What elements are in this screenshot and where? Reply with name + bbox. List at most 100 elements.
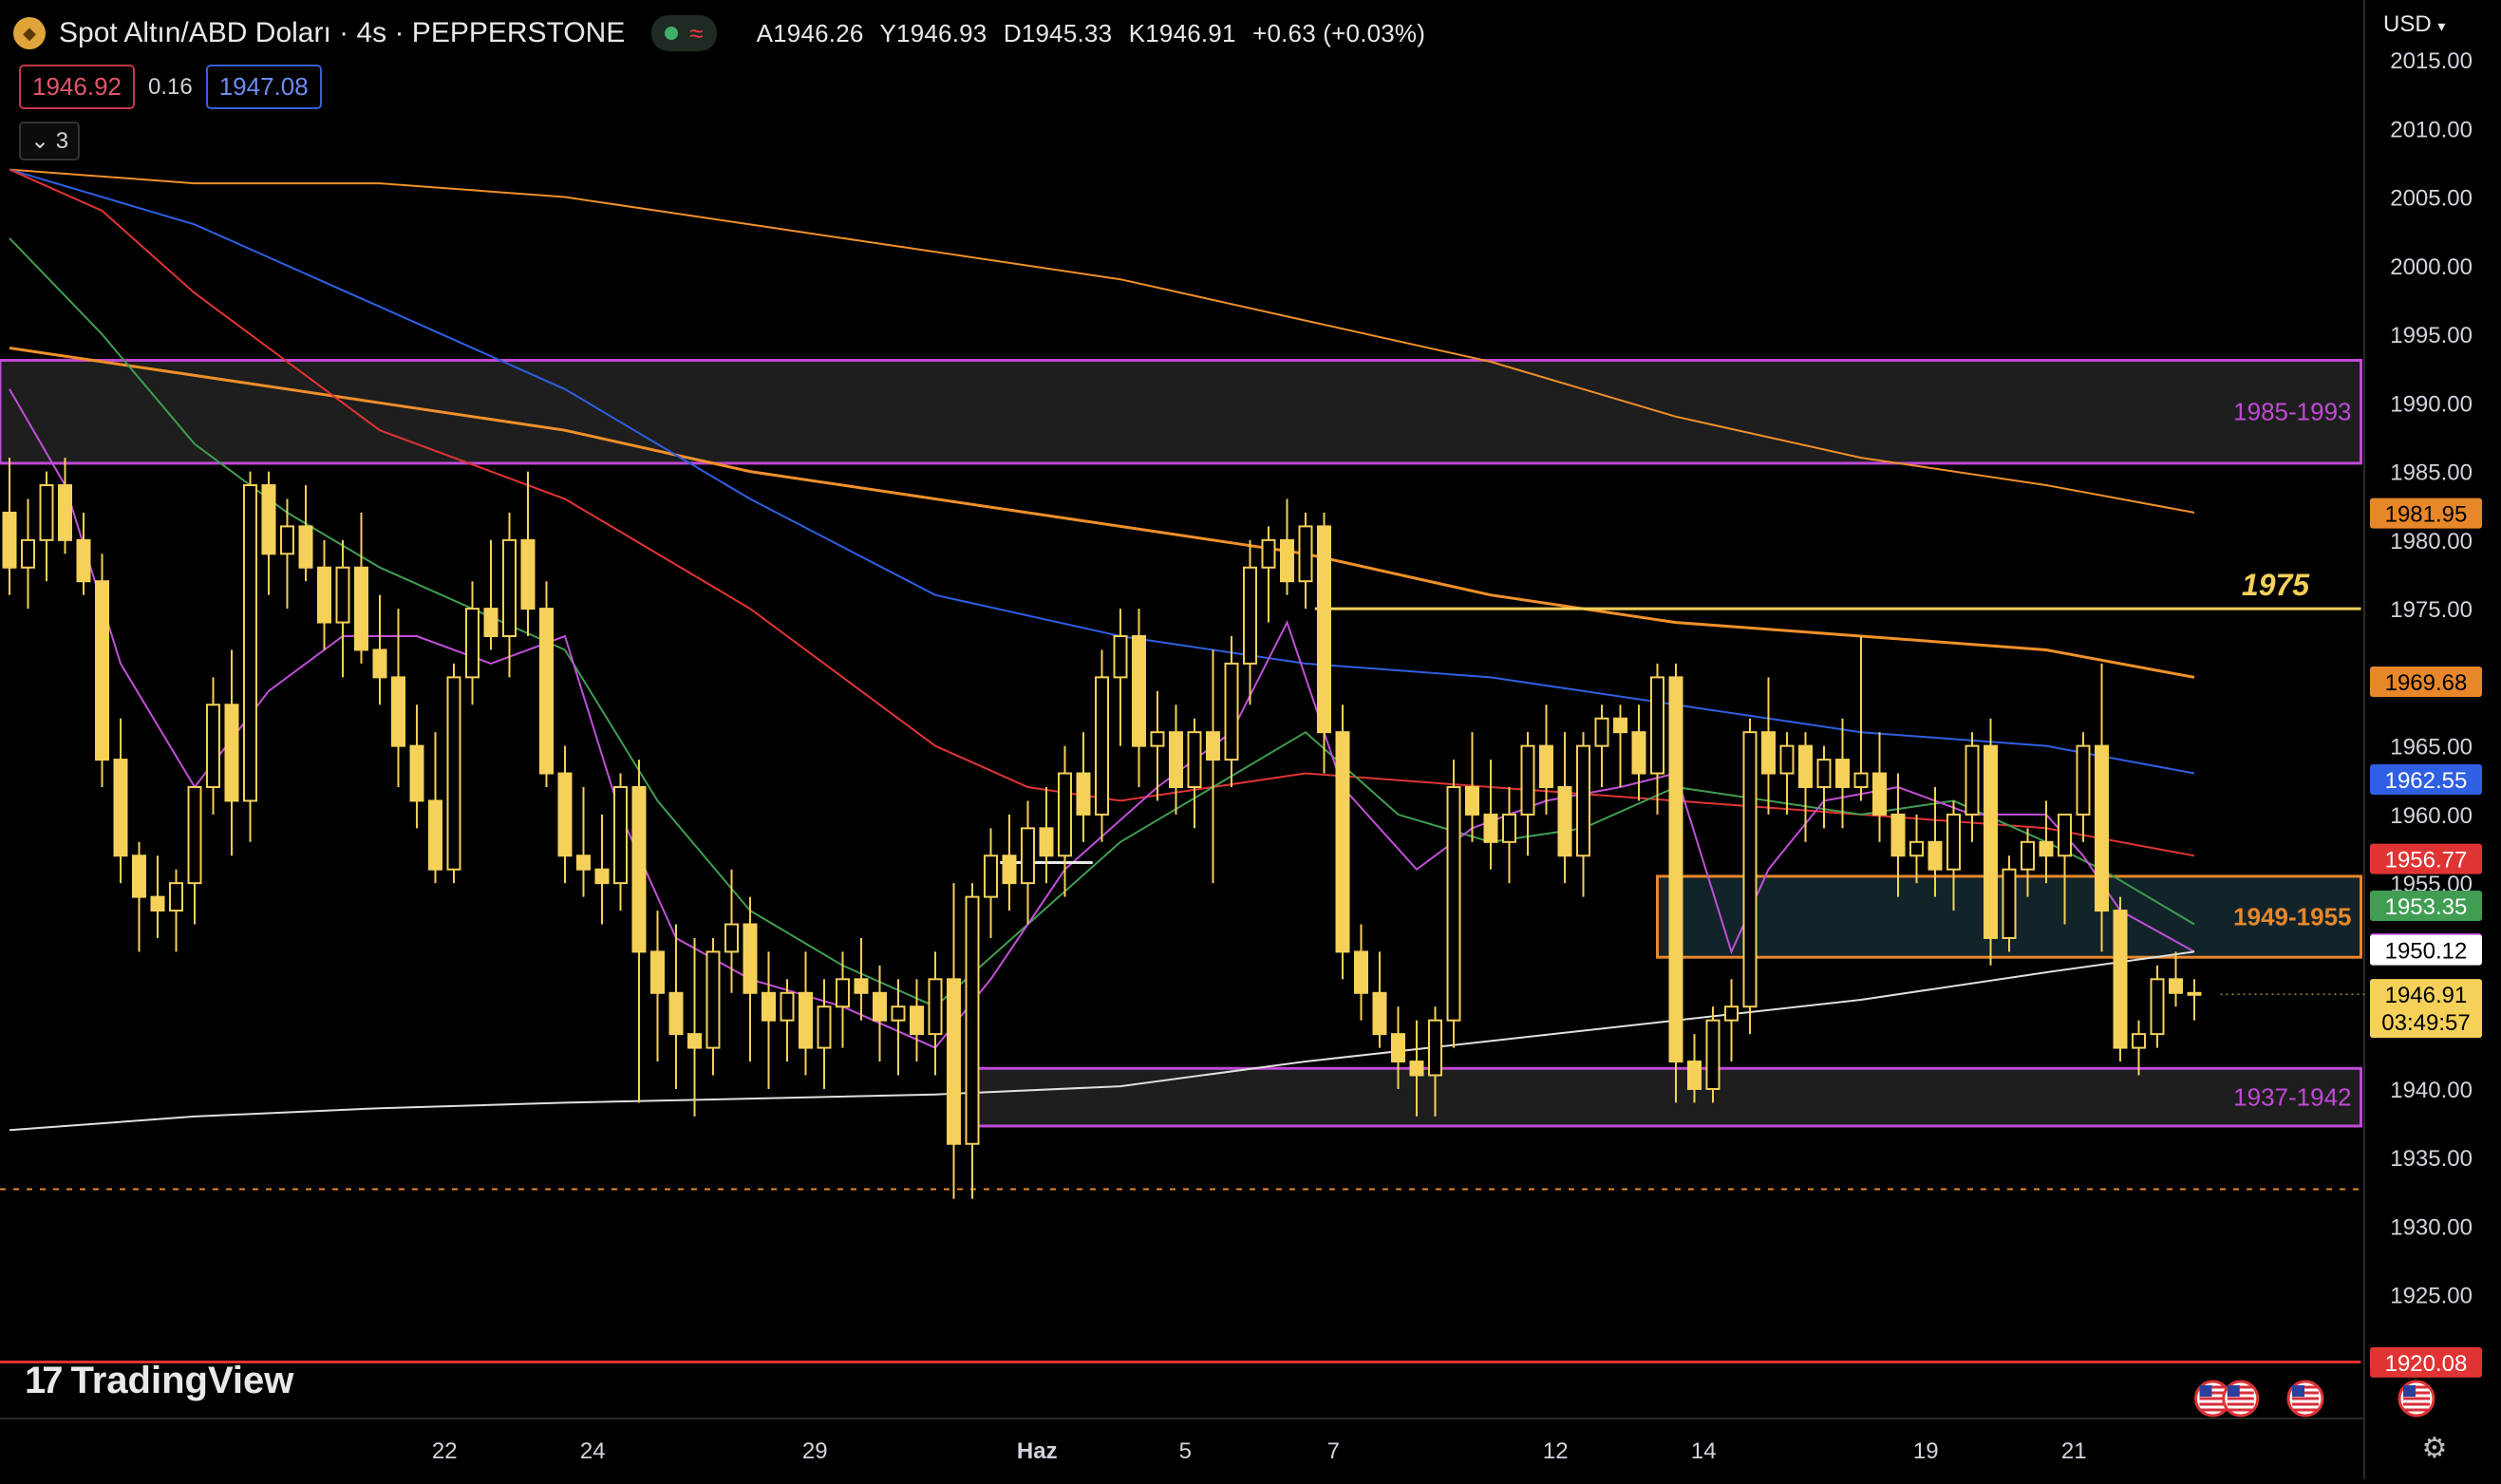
candle[interactable] [1428,1019,1442,1077]
candle[interactable] [298,525,313,569]
candle[interactable] [1502,813,1516,843]
candle[interactable] [1779,744,1795,775]
candle[interactable] [613,785,628,885]
candle[interactable] [1520,744,1535,816]
candle[interactable] [95,580,109,761]
candle[interactable] [354,566,368,651]
candle[interactable] [631,785,647,953]
candle[interactable] [780,991,795,1022]
buy-button[interactable]: 1947.08 [205,65,322,109]
candle[interactable] [58,484,72,541]
candle[interactable] [1206,731,1220,761]
us-flag-event-icon[interactable] [2398,1380,2435,1418]
price-axis[interactable] [2364,0,2501,1479]
candle[interactable] [391,676,405,747]
candle[interactable] [891,1005,906,1022]
candle[interactable] [1298,525,1313,583]
candle[interactable] [150,895,165,912]
status-pill[interactable]: ≈ [651,15,717,51]
candle[interactable] [1335,731,1350,953]
candle[interactable] [2150,978,2165,1036]
candle[interactable] [1150,731,1165,747]
candle[interactable] [372,648,387,679]
candle[interactable] [1853,772,1869,788]
candle[interactable] [1872,772,1887,816]
candle[interactable] [132,855,146,898]
candle[interactable] [650,950,665,994]
candle[interactable] [1705,1019,1721,1090]
candle[interactable] [1946,813,1961,871]
candle[interactable] [836,978,850,1008]
candle[interactable] [224,704,239,802]
candle[interactable] [428,799,442,871]
candle[interactable] [854,978,869,994]
candle[interactable] [483,608,498,638]
candle[interactable] [1687,1061,1702,1090]
candle[interactable] [21,538,35,569]
candle[interactable] [705,950,721,1049]
candle[interactable] [2039,840,2054,857]
candle[interactable] [1372,991,1387,1036]
candle[interactable] [1594,717,1609,747]
candle[interactable] [1113,635,1128,679]
candle[interactable] [1280,538,1294,583]
candle[interactable] [113,759,128,857]
candle[interactable] [687,1033,702,1049]
candle[interactable] [1483,813,1498,843]
candle[interactable] [465,608,480,679]
candle[interactable] [169,882,183,912]
candle[interactable] [799,991,813,1049]
candle[interactable] [317,566,331,624]
candle[interactable] [928,978,943,1036]
candle[interactable] [724,923,739,953]
candle[interactable] [1243,566,1257,665]
candle[interactable] [1317,525,1331,734]
candle[interactable] [965,895,980,1145]
candle[interactable] [1261,538,1276,569]
chart-settings-icon[interactable]: ⚙ [2421,1433,2448,1464]
candle[interactable] [1613,717,1627,734]
candle[interactable] [1539,744,1553,788]
candle[interactable] [261,484,276,555]
candle[interactable] [557,772,573,857]
candle[interactable] [1761,731,1776,775]
candle[interactable] [76,538,91,583]
symbol-title[interactable]: Spot Altın/ABD Doları · 4s · PEPPERSTONE [59,17,626,48]
zone-box[interactable] [970,1066,2362,1128]
candle[interactable] [947,978,961,1145]
candle[interactable] [1557,785,1572,857]
candle[interactable] [2095,744,2109,912]
candle[interactable] [1187,731,1202,788]
candle[interactable] [594,868,610,885]
candle[interactable] [1798,744,1813,788]
candle[interactable] [1132,635,1146,747]
candle[interactable] [1039,827,1054,857]
candle[interactable] [446,676,461,871]
candle[interactable] [1002,855,1017,885]
candle[interactable] [1927,840,1943,871]
candle[interactable] [910,1005,924,1036]
candle[interactable] [187,785,202,885]
candle[interactable] [576,855,591,871]
candle[interactable] [762,991,776,1022]
candle[interactable] [2058,813,2072,857]
candle[interactable] [1909,840,1924,857]
candle[interactable] [2169,978,2183,994]
currency-selector[interactable]: USD ▾ [2383,11,2445,38]
candle[interactable] [1724,1005,1739,1022]
candle[interactable] [2113,910,2128,1049]
candle[interactable] [1391,1033,1405,1063]
candle[interactable] [1409,1061,1424,1077]
candle[interactable] [1650,676,1664,775]
indicators-toggle-button[interactable]: ⌄ 3 [19,122,81,160]
candle[interactable] [1576,744,1590,857]
candle[interactable] [2021,840,2035,871]
candle[interactable] [1835,759,1850,788]
us-flag-event-icon[interactable] [2222,1380,2260,1418]
candle[interactable] [1816,759,1832,788]
candle[interactable] [1668,676,1683,1063]
candle[interactable] [1021,827,1035,885]
us-flag-event-icon[interactable] [2286,1380,2324,1418]
sell-button[interactable]: 1946.92 [19,65,135,109]
